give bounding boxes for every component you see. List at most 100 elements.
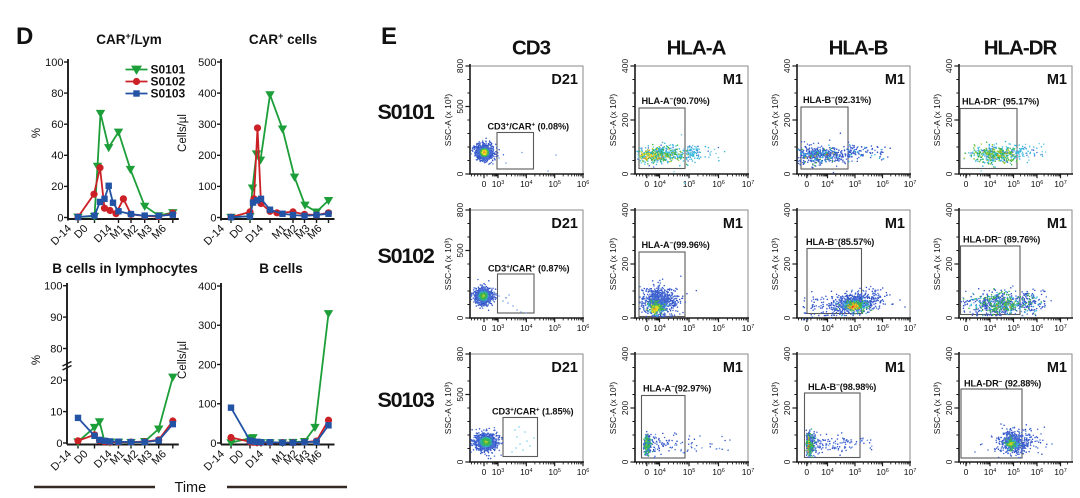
- svg-text:M1: M1: [1047, 72, 1067, 88]
- svg-text:SSC-A (x 10³): SSC-A (x 10³): [443, 238, 453, 291]
- svg-text:0: 0: [964, 467, 969, 477]
- svg-text:400: 400: [782, 59, 792, 73]
- svg-text:107: 107: [904, 323, 917, 333]
- svg-text:S0101: S0101: [378, 100, 435, 124]
- svg-text:106: 106: [876, 467, 889, 477]
- svg-text:0: 0: [210, 212, 216, 224]
- svg-text:0: 0: [56, 438, 62, 450]
- svg-text:0: 0: [944, 171, 954, 176]
- svg-text:40: 40: [51, 150, 63, 162]
- svg-text:200: 200: [782, 257, 792, 271]
- svg-text:0: 0: [482, 179, 487, 189]
- svg-text:Time: Time: [175, 480, 207, 496]
- svg-text:D21: D21: [551, 360, 578, 376]
- svg-text:SSC-A (x 10³): SSC-A (x 10³): [608, 94, 618, 147]
- svg-text:200: 200: [944, 113, 954, 127]
- svg-text:0: 0: [782, 315, 792, 320]
- svg-text:106: 106: [577, 467, 590, 477]
- svg-text:0: 0: [455, 459, 465, 464]
- svg-text:0: 0: [804, 323, 809, 333]
- svg-text:M1: M1: [1047, 360, 1067, 376]
- svg-text:107: 107: [1054, 467, 1067, 477]
- svg-text:106: 106: [577, 323, 590, 333]
- svg-text:105: 105: [1007, 467, 1020, 477]
- svg-text:M1: M1: [723, 216, 743, 232]
- svg-text:0: 0: [782, 171, 792, 176]
- svg-text:104: 104: [653, 179, 666, 189]
- svg-text:200: 200: [198, 359, 216, 371]
- svg-text:Cells/µl: Cells/µl: [177, 114, 189, 152]
- svg-text:104: 104: [821, 467, 834, 477]
- svg-text:104: 104: [984, 323, 997, 333]
- svg-text:0: 0: [644, 179, 649, 189]
- svg-text:SSC-A (x 10³): SSC-A (x 10³): [932, 94, 942, 147]
- svg-text:20: 20: [51, 181, 63, 193]
- svg-text:0: 0: [482, 467, 487, 477]
- svg-text:M1: M1: [723, 360, 743, 376]
- svg-text:106: 106: [577, 179, 590, 189]
- svg-text:105: 105: [849, 323, 862, 333]
- svg-text:S0102: S0102: [378, 244, 435, 268]
- svg-text:800: 800: [455, 59, 465, 73]
- svg-text:S0103: S0103: [378, 388, 435, 412]
- svg-text:106: 106: [712, 179, 725, 189]
- svg-text:B cells: B cells: [259, 261, 303, 276]
- svg-text:105: 105: [849, 179, 862, 189]
- svg-text:%: %: [31, 355, 43, 365]
- svg-text:105: 105: [1007, 179, 1020, 189]
- svg-text:104: 104: [984, 179, 997, 189]
- svg-text:%: %: [31, 128, 43, 138]
- svg-text:800: 800: [455, 203, 465, 217]
- svg-text:400: 400: [620, 59, 630, 73]
- svg-text:0: 0: [455, 171, 465, 176]
- svg-text:106: 106: [876, 323, 889, 333]
- svg-text:104: 104: [653, 323, 666, 333]
- svg-text:0: 0: [782, 459, 792, 464]
- svg-text:105: 105: [1007, 323, 1020, 333]
- svg-text:400: 400: [944, 347, 954, 361]
- svg-text:0: 0: [804, 467, 809, 477]
- svg-text:105: 105: [548, 467, 561, 477]
- svg-text:HLA-A−(92.97%): HLA-A−(92.97%): [643, 383, 711, 394]
- svg-text:0: 0: [210, 438, 216, 450]
- svg-text:107: 107: [742, 323, 755, 333]
- svg-text:300: 300: [198, 119, 216, 131]
- svg-text:M1: M1: [1047, 216, 1067, 232]
- svg-text:CD3+/CAR+ (1.85%): CD3+/CAR+ (1.85%): [492, 406, 574, 417]
- svg-text:M1: M1: [723, 72, 743, 88]
- svg-text:0: 0: [620, 171, 630, 176]
- svg-text:106: 106: [1031, 323, 1044, 333]
- svg-text:0: 0: [644, 467, 649, 477]
- svg-text:HLA-DR− (92.88%): HLA-DR− (92.88%): [964, 378, 1041, 389]
- svg-text:20: 20: [50, 375, 62, 387]
- svg-text:10: 10: [50, 406, 62, 418]
- svg-text:0: 0: [57, 212, 63, 224]
- svg-text:107: 107: [1054, 323, 1067, 333]
- svg-text:500: 500: [455, 243, 465, 257]
- svg-text:106: 106: [712, 467, 725, 477]
- svg-text:M1: M1: [885, 360, 905, 376]
- svg-text:105: 105: [849, 467, 862, 477]
- svg-text:400: 400: [782, 347, 792, 361]
- svg-text:200: 200: [782, 401, 792, 415]
- svg-text:0: 0: [944, 459, 954, 464]
- svg-text:0: 0: [964, 179, 969, 189]
- svg-text:M1: M1: [885, 216, 905, 232]
- svg-text:500: 500: [198, 57, 216, 69]
- svg-text:S0102: S0102: [151, 75, 186, 89]
- svg-text:HLA-A−(99.96%): HLA-A−(99.96%): [642, 240, 710, 251]
- svg-text:SSC-A (x 10³): SSC-A (x 10³): [608, 238, 618, 291]
- svg-text:S0103: S0103: [151, 87, 186, 101]
- svg-text:Cells/µl: Cells/µl: [177, 341, 189, 379]
- svg-text:100: 100: [44, 281, 62, 293]
- svg-text:104: 104: [821, 323, 834, 333]
- svg-text:105: 105: [683, 323, 696, 333]
- svg-text:107: 107: [742, 179, 755, 189]
- svg-text:200: 200: [620, 257, 630, 271]
- svg-text:105: 105: [683, 467, 696, 477]
- svg-text:300: 300: [198, 320, 216, 332]
- svg-text:SSC-A (x 10³): SSC-A (x 10³): [932, 238, 942, 291]
- svg-text:HLA-A−(90.70%): HLA-A−(90.70%): [642, 96, 710, 107]
- svg-text:400: 400: [782, 203, 792, 217]
- svg-text:D21: D21: [551, 216, 578, 232]
